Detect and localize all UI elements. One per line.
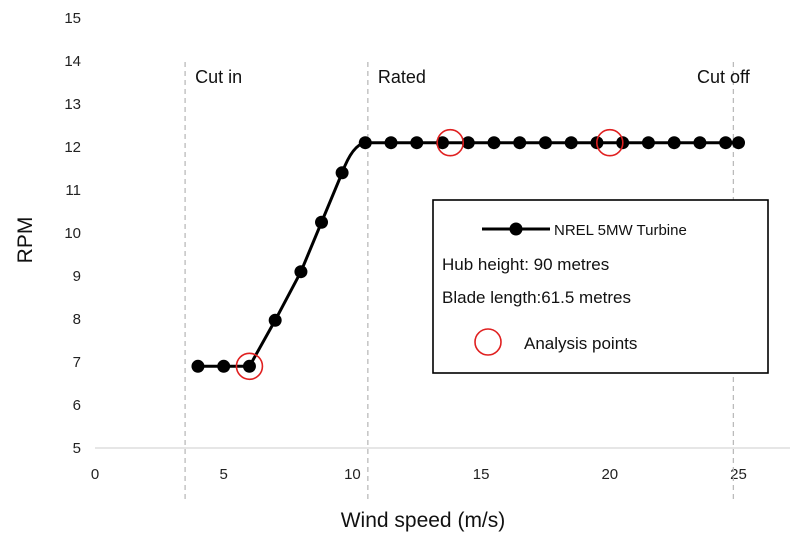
data-point [410, 136, 424, 150]
x-tick-label: 20 [601, 466, 618, 483]
reference-line-label: Rated [378, 67, 426, 87]
data-point [335, 166, 349, 180]
legend-hub-height: Hub height: 90 metres [442, 255, 609, 274]
reference-line-label: Cut off [697, 67, 751, 87]
data-point [461, 136, 475, 150]
x-tick-label: 15 [473, 466, 490, 483]
legend-analysis-label: Analysis points [524, 334, 637, 353]
data-point [513, 136, 527, 150]
legend: NREL 5MW Turbine Hub height: 90 metres B… [432, 199, 769, 374]
data-point [315, 215, 329, 229]
y-tick-label: 6 [73, 397, 81, 414]
y-tick-label: 8 [73, 311, 81, 328]
data-point [242, 359, 256, 373]
data-point [268, 313, 282, 327]
analysis-points-group [235, 128, 624, 381]
y-tick-label: 11 [65, 182, 81, 199]
reference-line-label: Cut in [195, 67, 242, 87]
x-tick-label: 0 [91, 466, 99, 483]
y-tick-label: 5 [73, 440, 81, 457]
x-tick-label: 5 [220, 466, 228, 483]
y-tick-labels: 5 6 7 8 9 10 11 12 13 14 15 [64, 10, 81, 457]
x-tick-label: 10 [344, 466, 361, 483]
data-point [693, 136, 707, 150]
analysis-point-marker [436, 128, 465, 157]
data-point [436, 136, 449, 150]
y-tick-label: 14 [64, 53, 81, 70]
y-tick-label: 12 [64, 139, 81, 156]
x-axis-title: Wind speed (m/s) [341, 509, 506, 532]
data-point [732, 136, 746, 150]
y-tick-label: 15 [64, 10, 81, 27]
data-point [719, 136, 733, 150]
x-tick-labels: 0 5 10 15 20 25 [91, 466, 747, 483]
legend-blade-length: Blade length:61.5 metres [442, 288, 631, 307]
data-point [538, 136, 552, 150]
series-group [191, 136, 746, 373]
y-tick-label: 7 [73, 354, 81, 371]
data-point [487, 136, 501, 150]
data-point [384, 136, 398, 150]
y-tick-label: 10 [64, 225, 81, 242]
analysis-point-marker [596, 128, 624, 157]
data-point [358, 136, 372, 150]
y-tick-label: 9 [73, 268, 81, 285]
x-tick-label: 25 [730, 466, 747, 483]
data-point [564, 136, 578, 150]
legend-analysis-marker [474, 328, 502, 356]
data-point [294, 265, 308, 279]
y-tick-label: 13 [64, 96, 81, 113]
legend-series-marker [509, 222, 523, 236]
analysis-point-marker [235, 352, 264, 381]
data-point [641, 136, 655, 150]
legend-series-label: NREL 5MW Turbine [554, 222, 687, 239]
data-point [191, 359, 205, 373]
data-point [667, 136, 681, 150]
data-point [217, 359, 231, 373]
y-axis-title: RPM [14, 217, 37, 264]
